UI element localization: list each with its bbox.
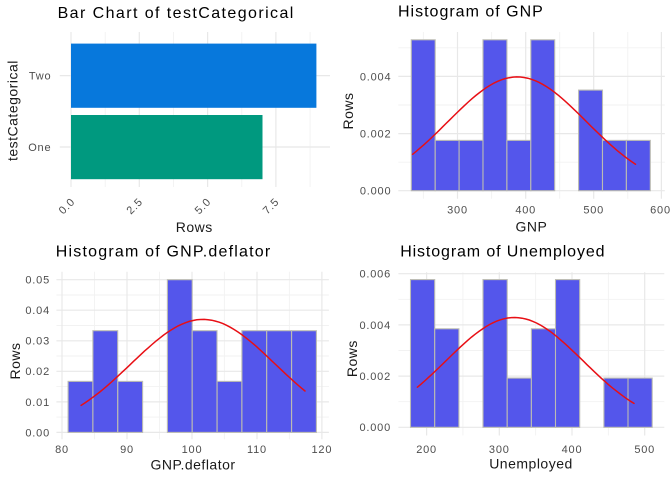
svg-text:0.01: 0.01: [25, 397, 50, 409]
svg-text:0.004: 0.004: [360, 71, 392, 83]
svg-text:One: One: [28, 142, 51, 154]
svg-text:Rows: Rows: [7, 342, 23, 379]
svg-text:0.000: 0.000: [360, 186, 392, 198]
svg-text:GNP: GNP: [515, 219, 547, 235]
svg-text:Rows: Rows: [344, 340, 360, 377]
svg-text:300: 300: [447, 204, 468, 216]
svg-text:Rows: Rows: [340, 92, 356, 129]
svg-text:500: 500: [583, 204, 604, 216]
svg-text:0.04: 0.04: [25, 305, 50, 317]
svg-text:0.002: 0.002: [360, 129, 392, 141]
svg-text:120: 120: [312, 444, 333, 456]
svg-text:0.05: 0.05: [25, 275, 50, 287]
svg-text:500: 500: [634, 444, 655, 456]
svg-text:Histogram of GNP.deflator: Histogram of GNP.deflator: [56, 244, 272, 261]
svg-text:0.03: 0.03: [25, 336, 50, 348]
svg-text:110: 110: [247, 444, 267, 456]
svg-text:400: 400: [515, 204, 536, 216]
svg-text:Histogram of GNP: Histogram of GNP: [398, 4, 544, 21]
svg-text:80: 80: [55, 444, 69, 456]
svg-text:0.002: 0.002: [359, 371, 391, 383]
svg-text:400: 400: [562, 444, 583, 456]
svg-text:0.00: 0.00: [25, 427, 50, 439]
svg-text:100: 100: [182, 444, 203, 456]
svg-text:testCategorical: testCategorical: [5, 60, 21, 161]
svg-text:600: 600: [650, 204, 671, 216]
svg-text:200: 200: [416, 444, 437, 456]
svg-text:300: 300: [489, 444, 510, 456]
svg-text:0.006: 0.006: [359, 269, 391, 281]
svg-text:90: 90: [120, 444, 134, 456]
svg-text:0.004: 0.004: [359, 320, 391, 332]
svg-text:0.02: 0.02: [25, 366, 50, 378]
svg-text:Bar Chart of testCategorical: Bar Chart of testCategorical: [58, 5, 295, 22]
svg-text:Rows: Rows: [176, 219, 213, 235]
svg-text:Unemployed: Unemployed: [489, 456, 573, 472]
svg-text:GNP.deflator: GNP.deflator: [150, 457, 235, 473]
svg-text:Two: Two: [29, 71, 52, 83]
svg-text:Histogram of Unemployed: Histogram of Unemployed: [400, 244, 605, 261]
svg-text:0.000: 0.000: [359, 422, 391, 434]
